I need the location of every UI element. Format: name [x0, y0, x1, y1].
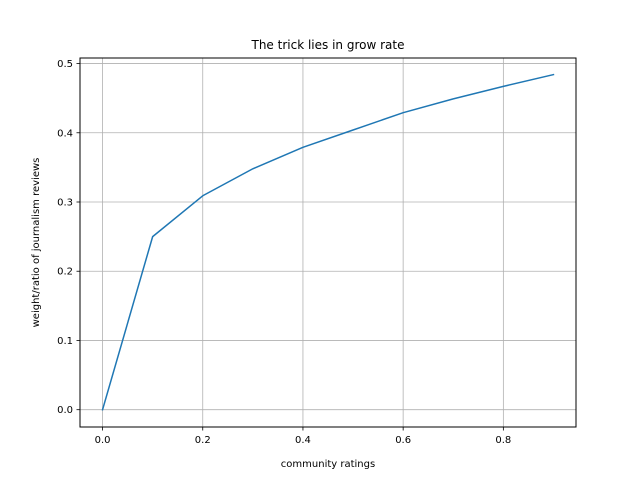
- x-tick-label: 0.0: [95, 435, 111, 446]
- grid-lines: [80, 58, 576, 427]
- x-tick-label: 0.4: [295, 435, 311, 446]
- x-axis-label: community ratings: [281, 459, 375, 470]
- series-line: [101, 73, 555, 411]
- chart-title: The trick lies in grow rate: [251, 38, 405, 52]
- plot-area-frame: [79, 57, 577, 428]
- y-tick-label: 0.0: [57, 405, 73, 416]
- x-tick-label: 0.8: [495, 435, 511, 446]
- y-tick-label: 0.2: [57, 267, 73, 278]
- series-layer: [101, 73, 555, 411]
- x-tick-label: 0.2: [195, 435, 211, 446]
- y-axis-label: weight/ratio of journalism reviews: [31, 158, 42, 328]
- axis-ticks: 0.0 0.2 0.4 0.6 0.8 0.0 0.1 0.2 0.3 0.4 0.5: [57, 59, 511, 446]
- y-tick-label: 0.5: [57, 59, 73, 70]
- x-tick-label: 0.6: [395, 435, 411, 446]
- y-tick-label: 0.1: [57, 336, 73, 347]
- y-tick-label: 0.4: [57, 128, 73, 139]
- y-tick-label: 0.3: [57, 198, 73, 209]
